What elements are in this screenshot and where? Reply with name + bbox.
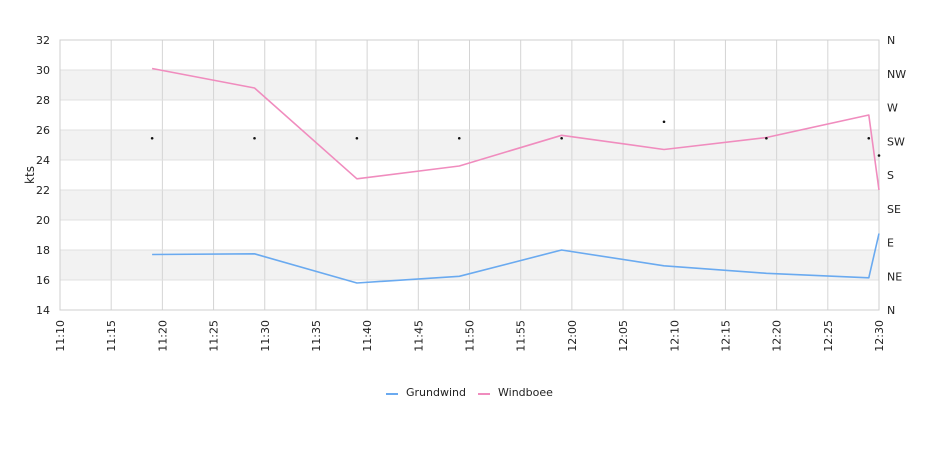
x-tick-label: 11:40 <box>361 320 374 352</box>
x-tick-label: 12:15 <box>719 320 732 352</box>
y-tick-label: 14 <box>36 304 50 317</box>
x-tick-label: 12:30 <box>873 320 886 352</box>
y-tick-label: 32 <box>36 34 50 47</box>
y-tick-label: 28 <box>36 94 50 107</box>
series-line-windboee <box>151 67 880 191</box>
x-tick-label: 12:00 <box>566 320 579 352</box>
direction-tick-label: NW <box>887 68 906 81</box>
direction-marker <box>765 136 768 140</box>
y-tick-label: 16 <box>36 274 50 287</box>
x-tick-label: 11:10 <box>54 320 67 352</box>
direction-tick-label: SE <box>887 203 901 216</box>
direction-marker <box>457 136 461 140</box>
legend-item-windboee[interactable]: Windboee <box>478 386 553 399</box>
direction-tick-label: NE <box>887 270 902 283</box>
plot-frame <box>59 39 880 311</box>
direction-markers <box>150 120 881 157</box>
x-tick-label: 11:45 <box>412 320 425 352</box>
y-tick-label: 30 <box>36 64 50 77</box>
x-tick-label: 12:10 <box>668 320 681 352</box>
y-tick-label: 22 <box>36 184 50 197</box>
y-tick-label: 26 <box>36 124 50 137</box>
x-tick-label: 11:15 <box>105 320 118 352</box>
direction-marker <box>867 136 871 140</box>
direction-marker <box>150 136 154 140</box>
direction-tick-label: W <box>887 102 898 115</box>
y-axis-ticks: 14 16 18 20 22 24 26 28 30 32 <box>36 34 50 317</box>
series-line-grundwind <box>152 233 880 284</box>
x-tick-label: 12:20 <box>771 320 784 352</box>
legend[interactable]: Grundwind Windboee <box>386 386 553 399</box>
x-tick-label: 11:20 <box>156 320 169 352</box>
direction-marker <box>355 136 359 140</box>
direction-tick-label: N <box>887 304 895 317</box>
direction-marker <box>560 136 563 140</box>
direction-marker <box>253 136 256 140</box>
x-tick-label: 11:55 <box>515 320 528 352</box>
direction-marker <box>877 154 881 157</box>
direction-tick-label: SW <box>887 135 905 148</box>
x-tick-label: 11:25 <box>208 320 221 352</box>
x-tick-label: 12:25 <box>822 320 835 352</box>
legend-label: Windboee <box>498 386 553 399</box>
y-tick-label: 18 <box>36 244 50 257</box>
y-tick-label: 20 <box>36 214 50 227</box>
direction-axis-ticks: N NE E SE S SW W NW N <box>887 34 906 317</box>
x-axis-ticks: 11:10 11:15 11:20 11:25 11:30 11:35 11:40 11:45… <box>54 320 886 352</box>
direction-tick-label: N <box>887 34 895 47</box>
legend-item-grundwind[interactable]: Grundwind <box>386 386 466 399</box>
x-tick-label: 12:05 <box>617 320 630 352</box>
x-tick-label: 11:50 <box>464 320 477 352</box>
x-tick-label: 11:35 <box>310 320 323 352</box>
x-tick-label: 11:30 <box>259 320 272 352</box>
direction-tick-label: S <box>887 169 894 182</box>
direction-tick-label: E <box>887 237 894 250</box>
y-tick-label: 24 <box>36 154 50 167</box>
series-lines <box>151 67 880 284</box>
y-axis-title: kts <box>23 166 37 184</box>
direction-marker <box>662 120 666 124</box>
legend-label: Grundwind <box>406 386 466 399</box>
